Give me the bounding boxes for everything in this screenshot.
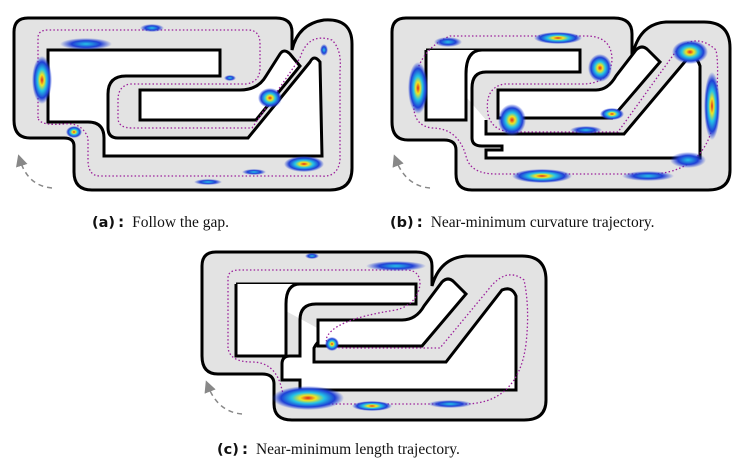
heatmap-blobs (408, 32, 720, 183)
caption-c-text: Near-minimum length trajectory. (255, 441, 460, 458)
caption-b: (b): Near-minimum curvature trajectory. (390, 213, 655, 232)
panel-a-track-map (8, 10, 360, 200)
direction-arrow (16, 154, 53, 189)
caption-a-tag: (a) (92, 215, 116, 231)
caption-c-separator: : (241, 440, 249, 458)
caption-b-separator: : (416, 213, 423, 231)
panel-c-track-map (196, 244, 552, 430)
trajectory-line (37, 29, 341, 177)
track-inner-islands (234, 277, 518, 392)
panel-b-track-map (386, 10, 738, 200)
caption-b-tag: (b) (390, 215, 414, 231)
caption-c: (c): Near-minimum length trajectory. (217, 440, 460, 459)
caption-b-text: Near-minimum curvature trajectory. (430, 214, 655, 231)
caption-a: (a): Follow the gap. (92, 213, 229, 232)
heatmap-blobs (272, 253, 472, 411)
direction-arrow (392, 154, 431, 189)
caption-c-tag: (c) (217, 442, 239, 458)
direction-arrow (204, 380, 243, 415)
caption-a-text: Follow the gap. (132, 214, 229, 231)
caption-a-separator: : (118, 213, 125, 231)
heatmap-blobs (32, 24, 328, 185)
